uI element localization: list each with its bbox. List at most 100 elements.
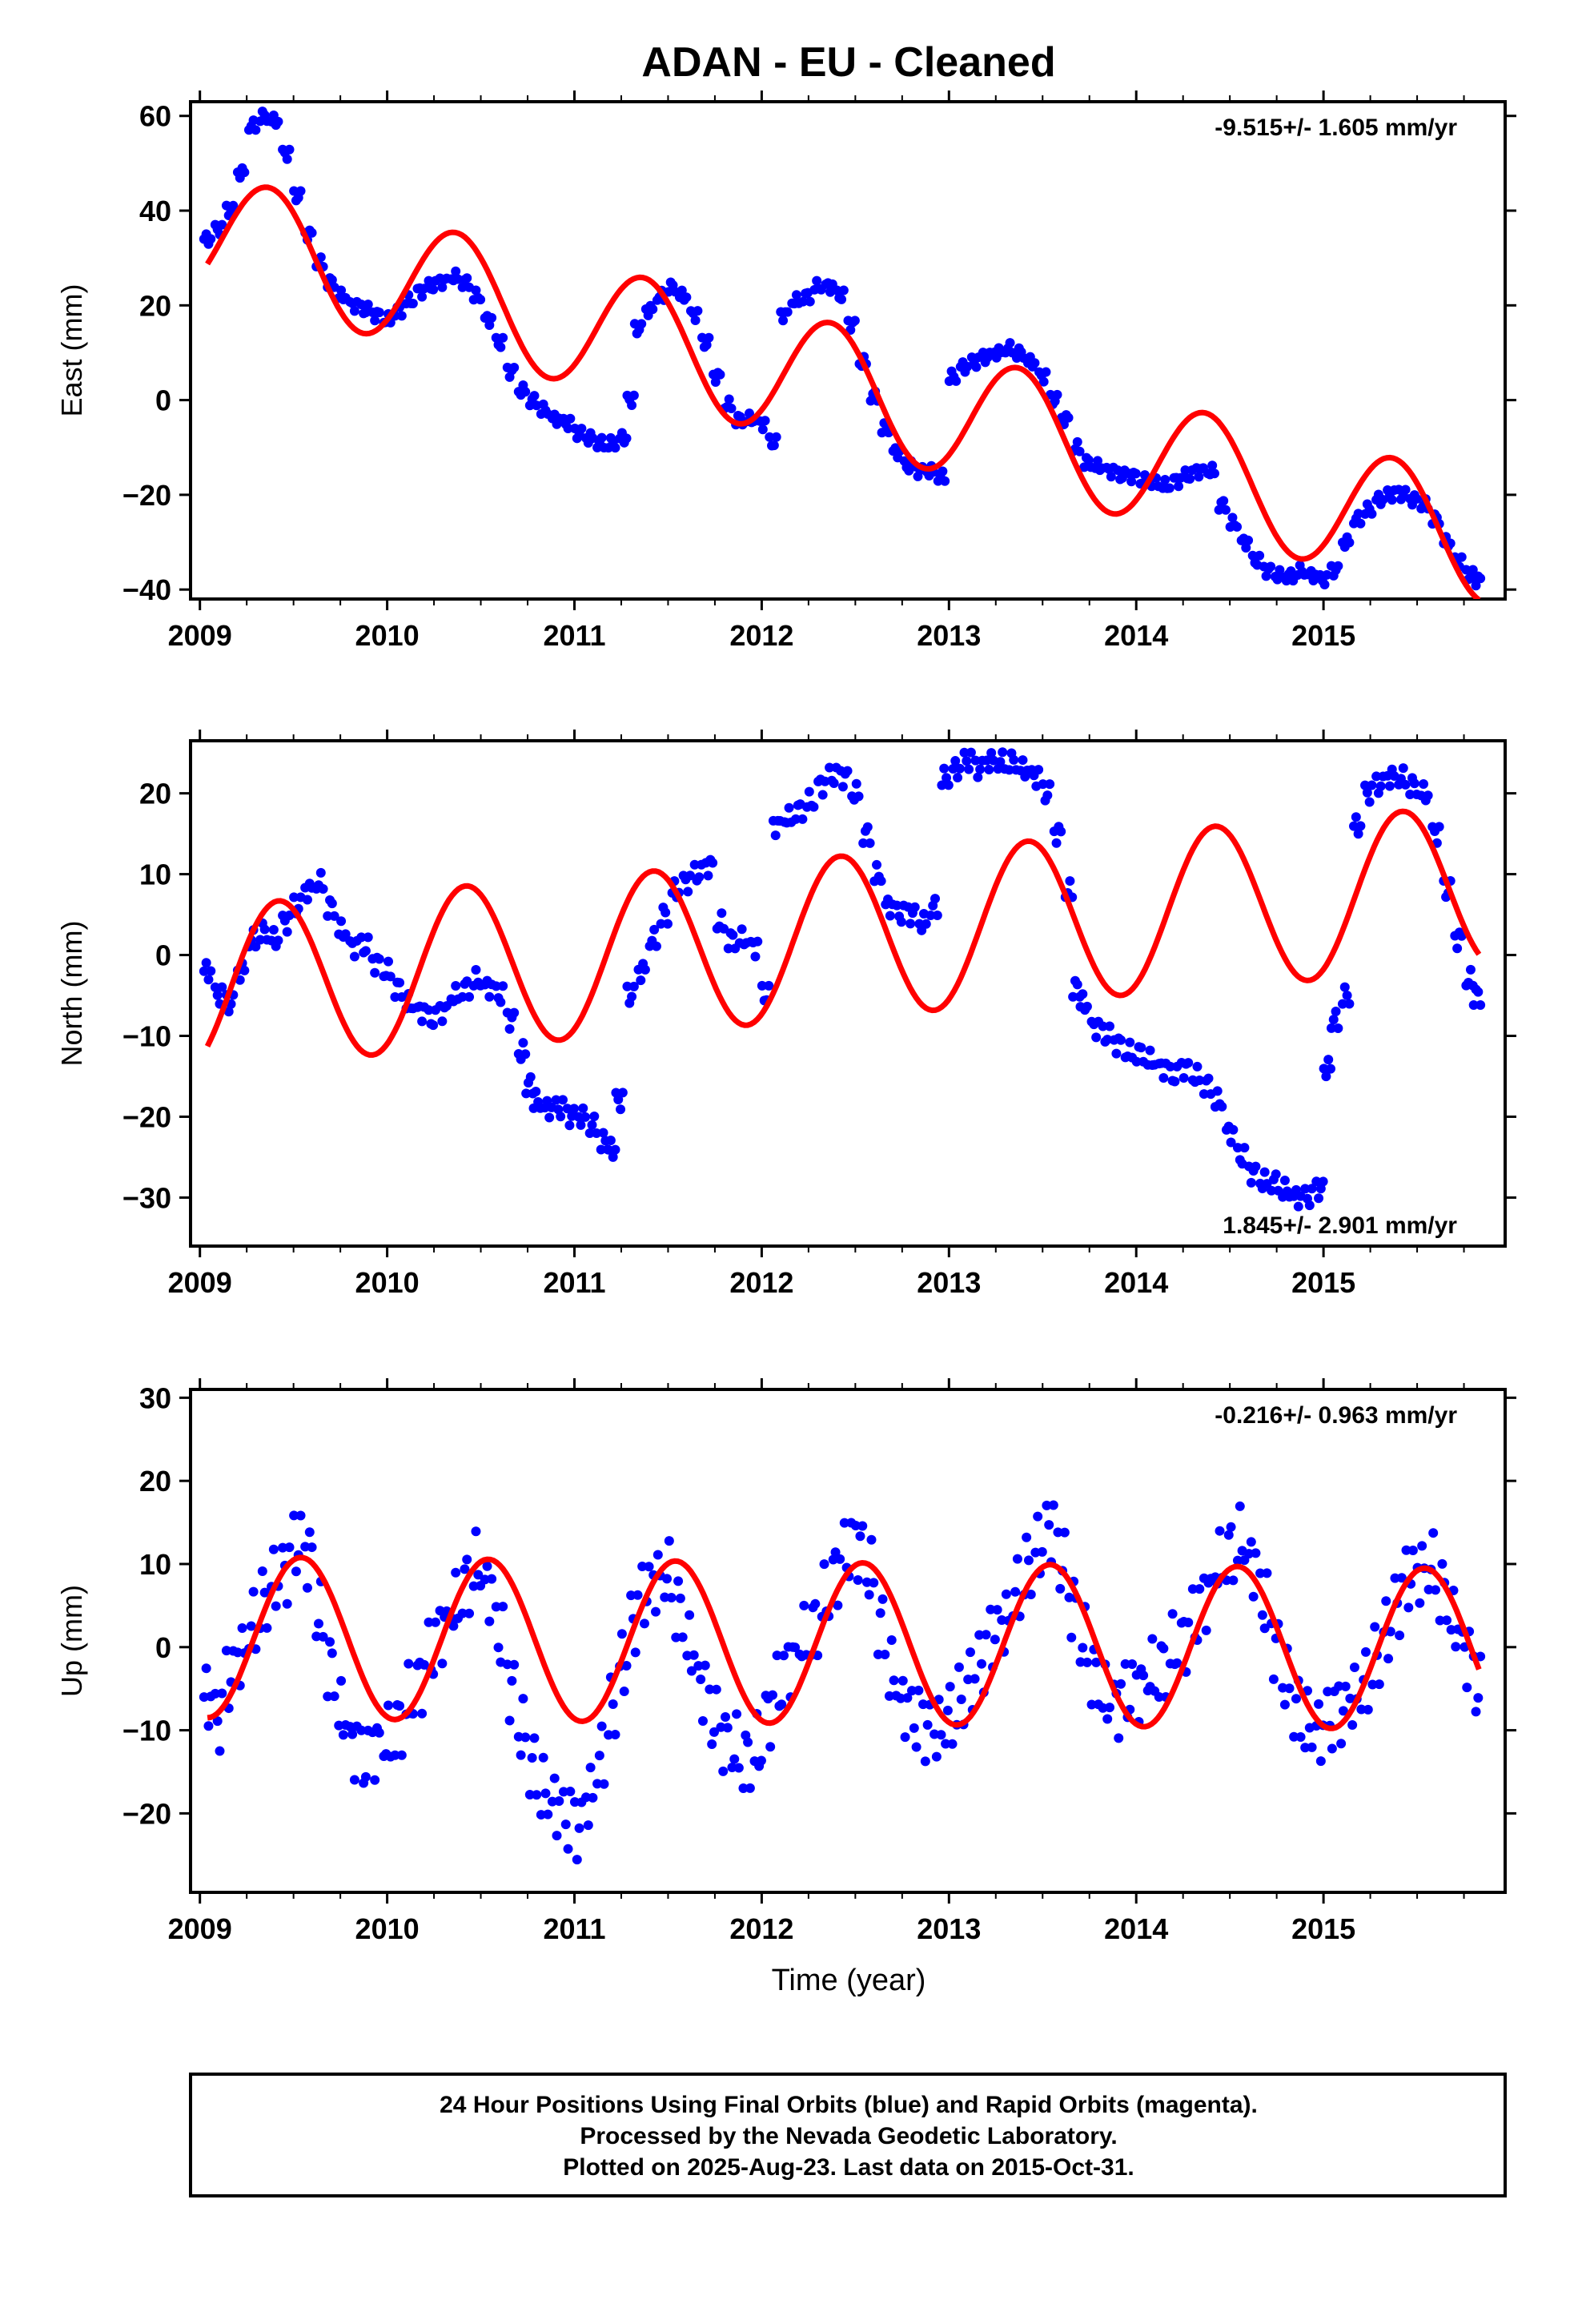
data-point — [349, 306, 359, 316]
data-point — [1336, 1739, 1347, 1749]
data-point — [1023, 1555, 1034, 1566]
data-point — [689, 1650, 699, 1660]
data-point — [626, 1590, 636, 1601]
data-point — [1074, 446, 1085, 456]
data-point — [809, 802, 819, 812]
y-tick-label: −10 — [122, 1020, 171, 1053]
data-point — [804, 786, 814, 797]
data-point — [705, 1684, 715, 1695]
data-point — [1284, 1683, 1295, 1694]
data-point — [210, 982, 220, 992]
data-point — [329, 911, 339, 921]
data-point — [1041, 367, 1051, 377]
data-point — [424, 1617, 434, 1627]
data-point — [325, 1637, 335, 1647]
data-point — [703, 870, 713, 881]
data-point — [417, 292, 428, 302]
data-point — [941, 1739, 951, 1749]
plot-area — [199, 107, 1486, 599]
data-point — [905, 919, 916, 929]
data-point — [621, 433, 632, 444]
data-point — [349, 951, 359, 962]
data-point — [772, 1651, 782, 1661]
data-point — [1304, 1200, 1315, 1211]
data-point — [1318, 1176, 1328, 1187]
data-point — [1113, 465, 1123, 476]
data-point — [563, 423, 573, 433]
data-point — [451, 981, 461, 991]
data-point — [1227, 513, 1238, 523]
data-point — [873, 1649, 883, 1659]
data-point — [576, 1120, 586, 1130]
data-point — [909, 902, 920, 912]
data-point — [630, 1647, 640, 1658]
data-point — [950, 756, 961, 766]
data-point — [340, 929, 351, 939]
data-point — [562, 1104, 572, 1114]
data-point — [1232, 1143, 1243, 1153]
data-point — [651, 941, 661, 951]
data-point — [683, 887, 693, 897]
data-point — [498, 981, 508, 991]
data-point — [1034, 765, 1044, 775]
data-point — [610, 443, 620, 453]
data-point — [1307, 1184, 1317, 1194]
data-point — [1241, 542, 1251, 553]
data-point — [819, 1559, 829, 1570]
data-point — [1139, 470, 1150, 480]
footer-line-2: Processed by the Nevada Geodetic Laborat… — [580, 2123, 1117, 2149]
data-point — [289, 892, 299, 903]
data-point — [417, 1016, 428, 1027]
data-point — [295, 186, 306, 196]
y-axis-title: Up (mm) — [55, 1585, 88, 1697]
data-point — [257, 1566, 267, 1576]
data-point — [1331, 1006, 1341, 1016]
data-point — [1226, 1522, 1236, 1532]
data-point — [962, 756, 972, 766]
data-point — [1044, 1520, 1054, 1530]
data-point — [237, 1622, 247, 1633]
data-point — [271, 1601, 281, 1611]
data-point — [1130, 468, 1141, 479]
data-point — [851, 778, 861, 789]
data-point — [942, 773, 952, 783]
data-point — [1314, 1699, 1324, 1709]
data-point — [911, 1742, 921, 1752]
data-point — [543, 1809, 553, 1819]
y-tick-label: −20 — [122, 1797, 171, 1830]
data-point — [549, 1773, 560, 1783]
data-point — [857, 1521, 868, 1531]
y-tick-label: 10 — [139, 858, 171, 891]
data-point — [327, 275, 337, 285]
data-point — [313, 1618, 323, 1629]
data-point — [735, 412, 745, 422]
data-point — [596, 432, 607, 443]
data-point — [1086, 1699, 1097, 1710]
data-point — [632, 1590, 643, 1600]
data-point — [318, 884, 328, 895]
data-point — [1038, 376, 1049, 387]
data-point — [390, 992, 400, 1003]
data-point — [1009, 754, 1019, 765]
y-tick-label: 30 — [139, 1381, 171, 1414]
data-point — [966, 747, 976, 758]
x-tick-label: 2010 — [355, 1912, 420, 1945]
data-point — [1476, 573, 1486, 584]
data-point — [1311, 1176, 1322, 1187]
data-point — [664, 1536, 674, 1546]
data-point — [1333, 1023, 1343, 1033]
data-point — [327, 899, 337, 909]
data-point — [1228, 1575, 1239, 1586]
data-point — [906, 1686, 917, 1696]
data-point — [1255, 1568, 1266, 1578]
data-point — [212, 990, 223, 1000]
data-point — [1158, 1643, 1169, 1654]
data-point — [1271, 1169, 1281, 1180]
data-point — [1214, 505, 1224, 515]
data-point — [594, 1751, 604, 1761]
data-point — [765, 432, 775, 442]
data-point — [767, 1690, 777, 1700]
data-point — [318, 1631, 328, 1642]
data-point — [696, 1675, 706, 1685]
data-point — [259, 924, 270, 935]
